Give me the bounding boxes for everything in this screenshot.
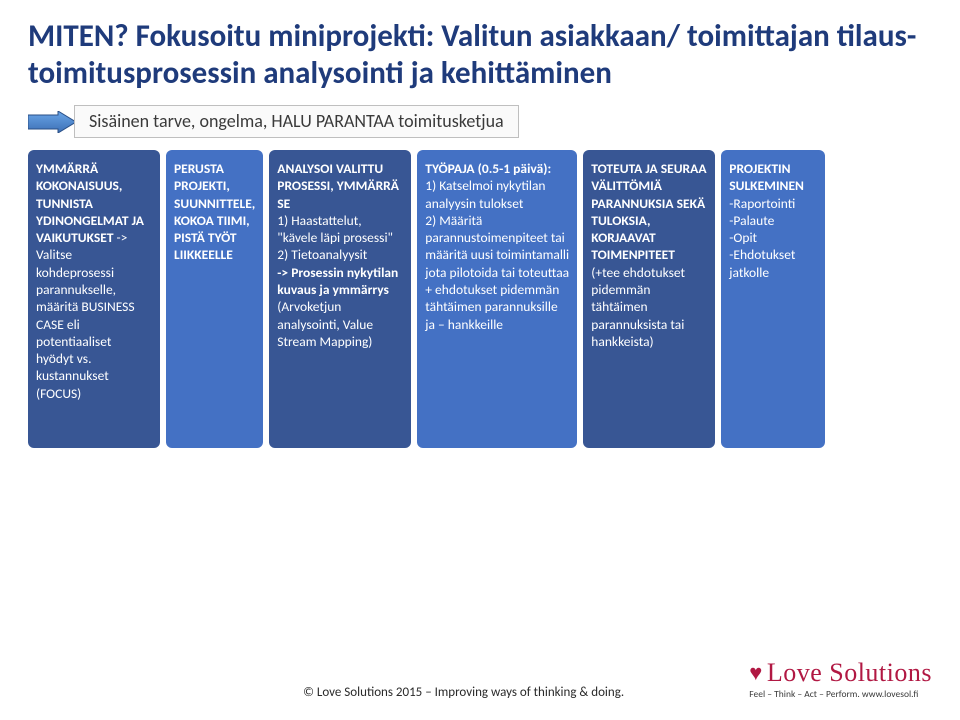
footer: © Love Solutions 2015 – Improving ways o…: [0, 660, 960, 700]
column-5: TOTEUTA JA SEURAA VÄLITTÖMIÄ PARANNUKSIA…: [583, 150, 715, 448]
column-3: ANALYSOI VALITTU PROSESSI, YMMÄRRÄ SE1) …: [269, 150, 411, 448]
column-2: PERUSTA PROJEKTI, SUUNNITTELE, KOKOA TII…: [166, 150, 263, 448]
process-columns: YMMÄRRÄ KOKONAISUUS, TUNNISTA YDINONGELM…: [28, 150, 932, 448]
column-4: TYÖPAJA (0.5-1 päivä):1) Katselmoi nykyt…: [417, 150, 577, 448]
subtitle-row: Sisäinen tarve, ongelma, HALU PARANTAA t…: [28, 105, 932, 138]
heart-icon: ♥: [749, 662, 763, 684]
column-1: YMMÄRRÄ KOKONAISUUS, TUNNISTA YDINONGELM…: [28, 150, 160, 448]
copyright-text: © Love Solutions 2015 – Improving ways o…: [188, 685, 739, 700]
arrow-icon: [28, 111, 76, 133]
logo-tagline: Feel – Think – Act – Perform. www.loveso…: [749, 688, 918, 700]
column-6: PROJEKTIN SULKEMINEN-Raportointi-Palaute…: [721, 150, 825, 448]
logo-text: Love Solutions: [767, 660, 932, 686]
logo: ♥ Love Solutions Feel – Think – Act – Pe…: [739, 660, 932, 700]
page-title: MITEN? Fokusoitu miniprojekti: Valitun a…: [28, 18, 932, 91]
subtitle-box: Sisäinen tarve, ongelma, HALU PARANTAA t…: [74, 105, 519, 138]
